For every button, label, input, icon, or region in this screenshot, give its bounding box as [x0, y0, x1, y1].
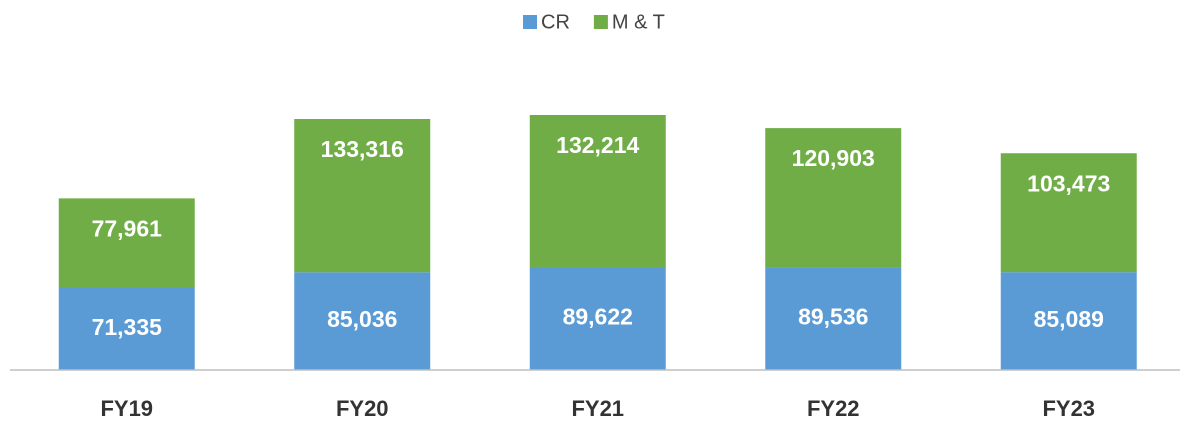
x-tick-label: FY19: [100, 396, 153, 421]
bar-segment: [765, 128, 902, 268]
bar-segment: [294, 119, 431, 273]
bar-segment: [58, 288, 195, 370]
bar-segment: [765, 267, 902, 370]
data-label: 103,473: [1027, 170, 1110, 196]
legend-swatch: [523, 15, 537, 29]
data-label: 89,536: [798, 304, 868, 330]
x-tick-label: FY21: [571, 396, 624, 421]
x-tick-label: FY20: [336, 396, 389, 421]
bar-segment: [1000, 153, 1137, 273]
bar-segment: [1000, 272, 1137, 370]
bar-segment: [529, 266, 666, 370]
legend-label: CR: [541, 11, 570, 33]
x-tick-label: FY23: [1042, 396, 1095, 421]
data-label: 120,903: [792, 145, 875, 171]
data-label: 77,961: [92, 215, 163, 241]
data-label: 71,335: [92, 314, 163, 340]
data-label: 132,214: [556, 132, 639, 158]
data-label: 133,316: [321, 136, 404, 162]
bar-segment: [294, 272, 431, 370]
data-label: 89,622: [563, 304, 633, 330]
data-label: 85,089: [1034, 306, 1104, 332]
x-tick-label: FY22: [807, 396, 860, 421]
legend-label: M & T: [612, 11, 665, 33]
bar-segment: [58, 198, 195, 289]
legend-swatch: [593, 15, 608, 29]
data-label: 85,036: [327, 306, 397, 332]
bar-segment: [529, 115, 666, 267]
